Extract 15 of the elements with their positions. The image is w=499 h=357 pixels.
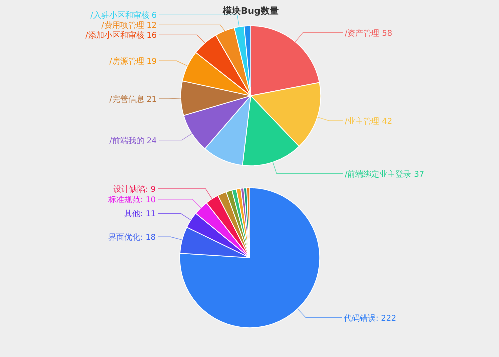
- slice-label: /添加小区和审核 16: [86, 31, 157, 40]
- slice-label: 界面优化: 18: [108, 233, 156, 242]
- slice-label: /入驻小区和审核 6: [90, 11, 157, 20]
- slice-label: 代码错误: 222: [343, 314, 397, 323]
- slice-label: /房源管理 19: [110, 57, 157, 66]
- slice-label: 标准规范: 10: [108, 195, 156, 204]
- slice-label: /前端我的 24: [110, 136, 157, 146]
- chart-title: 模块Bug数量: [222, 6, 279, 17]
- slice-label: /资产管理 58: [345, 28, 392, 38]
- slice-label: /完善信息 21: [110, 94, 157, 104]
- slice-label: 设计缺陷: 9: [114, 184, 156, 194]
- slice-label: /业主管理 42: [345, 116, 392, 126]
- slice-label: /费用项管理 12: [102, 21, 157, 30]
- slice-label: 其他: 11: [124, 210, 156, 219]
- slice-label: /前端绑定业主登录 37: [345, 170, 424, 179]
